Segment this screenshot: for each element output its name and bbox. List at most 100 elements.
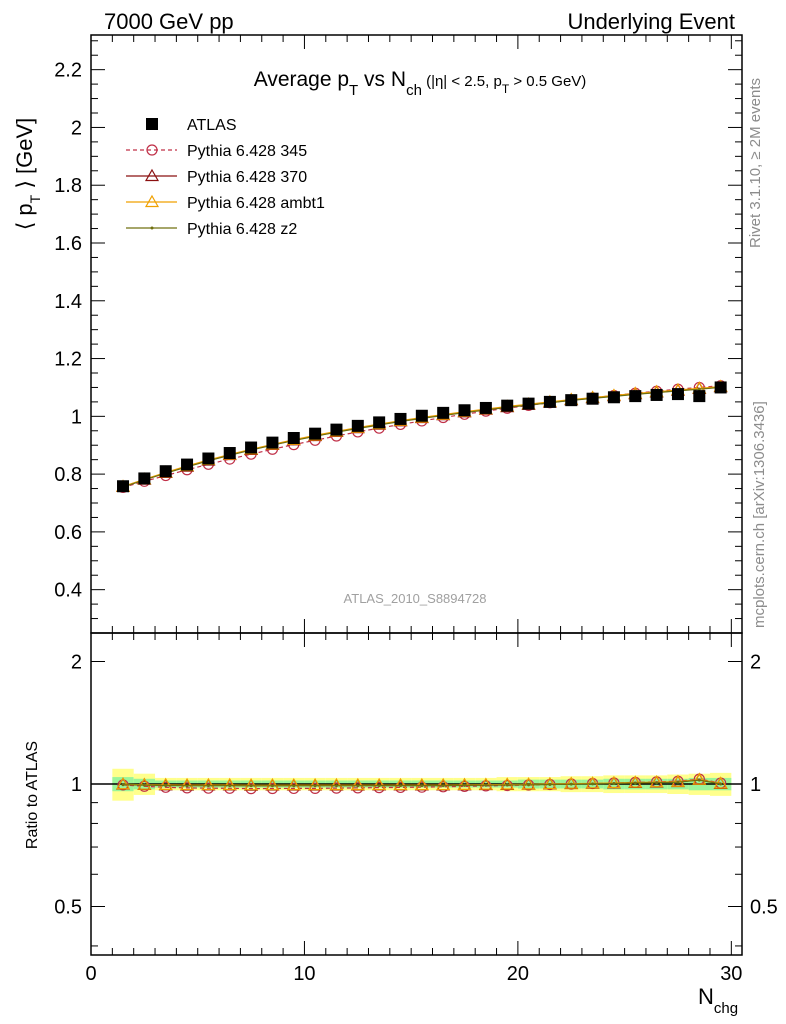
ratio-point-pythia-6-428-ambt1 xyxy=(713,776,728,789)
ratio-point-pythia-6-428-z2 xyxy=(185,784,189,788)
y-tick-label-main: 1.6 xyxy=(54,233,82,255)
x-axis-label: Nchg xyxy=(698,984,738,1017)
ratio-point-pythia-6-428-z2 xyxy=(206,784,210,788)
series-line-pythia-6-428-370 xyxy=(122,386,721,488)
ratio-point-pythia-6-428-ambt1 xyxy=(329,777,344,791)
y-tick-label-main: 0.4 xyxy=(54,580,82,602)
data-point-atlas xyxy=(245,441,258,454)
y-axis-label-ratio: Ratio to ATLAS xyxy=(24,741,41,849)
ratio-point-pythia-6-428-ambt1 xyxy=(457,777,472,790)
legend-marker-pythia-6-428-345 xyxy=(146,144,158,156)
ratio-point-pythia-6-428-z2 xyxy=(676,780,680,784)
ratio-point-pythia-6-428-ambt1 xyxy=(137,777,152,790)
data-point-atlas xyxy=(565,394,578,407)
ratio-point-pythia-6-428-z2 xyxy=(270,784,274,788)
ratio-plot-frame xyxy=(90,632,743,956)
data-point-atlas xyxy=(223,447,236,460)
ratio-point-pythia-6-428-z2 xyxy=(292,784,296,788)
ratio-point-pythia-6-428-ambt1 xyxy=(436,777,451,791)
ratio-point-pythia-6-428-z2 xyxy=(142,783,146,787)
x-tick-label: 30 xyxy=(720,963,742,985)
data-point-pythia-6-428-z2 xyxy=(697,387,701,391)
legend-item-pythia-6-428-345: Pythia 6.428 345 xyxy=(126,143,307,160)
legend-item-pythia-6-428-370: Pythia 6.428 370 xyxy=(126,168,307,186)
ratio-point-pythia-6-428-ambt1 xyxy=(564,776,579,789)
x-tick-label: 0 xyxy=(85,963,96,985)
ratio-point-pythia-6-428-ambt1 xyxy=(649,774,664,788)
ratio-point-pythia-6-428-ambt1 xyxy=(670,774,686,787)
ratio-point-pythia-6-428-z2 xyxy=(420,784,424,788)
legend-item-atlas: ATLAS xyxy=(146,117,237,134)
ratio-point-pythia-6-428-ambt1 xyxy=(521,777,536,790)
data-point-atlas xyxy=(138,472,151,485)
y-tick-label-main: 1.8 xyxy=(54,175,82,197)
ratio-point-pythia-6-428-z2 xyxy=(484,783,488,787)
legend-label-pythia-6-428-ambt1: Pythia 6.428 ambt1 xyxy=(187,195,325,212)
legend-item-pythia-6-428-z2: Pythia 6.428 z2 xyxy=(126,221,297,238)
ratio-point-pythia-6-428-z2 xyxy=(569,782,573,786)
rivet-version-label: Rivet 3.1.10, ≥ 2M events xyxy=(747,78,764,248)
tick-labels: 0 10 20 30 0.4 0.6 0.8 1 1.2 1.4 1.6 1.8 2 2.2 0.5 0.5 1… xyxy=(54,60,778,985)
data-point-atlas xyxy=(287,432,300,444)
ratio-point-pythia-6-428-ambt1 xyxy=(692,772,707,785)
ratio-point-pythia-6-428-ambt1 xyxy=(414,777,429,791)
legend: ATLAS Pythia 6.428 345 Pythia 6.428 370 Pyt… xyxy=(126,117,325,238)
ratio-point-pythia-6-428-z2 xyxy=(228,784,232,788)
x-tick-label: 10 xyxy=(293,963,315,985)
ratio-point-pythia-6-428-z2 xyxy=(548,783,552,787)
y-tick-label-main: 1.4 xyxy=(54,291,82,313)
data-point-atlas xyxy=(586,392,599,405)
chart-title: Average pT vs Nch (|η| < 2.5, pT > 0.5 G… xyxy=(254,68,587,99)
y-tick-label-ratio-left: 1 xyxy=(71,774,82,796)
ratio-point-pythia-6-428-ambt1 xyxy=(265,777,280,791)
data-point-atlas xyxy=(458,404,471,417)
ratio-point-pythia-6-428-z2 xyxy=(164,784,168,788)
ratio-point-pythia-6-428-ambt1 xyxy=(350,777,365,791)
ratio-point-pythia-6-428-z2 xyxy=(591,782,595,786)
ratio-point-pythia-6-428-z2 xyxy=(612,782,616,786)
data-point-atlas xyxy=(373,416,386,429)
data-point-atlas xyxy=(693,390,706,403)
legend-label-pythia-6-428-345: Pythia 6.428 345 xyxy=(187,143,307,160)
ratio-point-pythia-6-428-ambt1 xyxy=(222,777,237,791)
ratio-point-pythia-6-428-ambt1 xyxy=(542,776,557,790)
ratio-point-pythia-6-428-ambt1 xyxy=(201,777,216,791)
data-point-atlas xyxy=(202,452,215,465)
y-tick-label-ratio-left: 2 xyxy=(71,652,82,674)
data-point-atlas xyxy=(714,381,727,394)
ratio-point-pythia-6-428-345 xyxy=(480,780,492,792)
y-tick-label-ratio-right: 1 xyxy=(750,774,761,796)
ratio-series-pythia-6-428-z2 xyxy=(121,778,723,788)
legend-marker-pythia-6-428-ambt1 xyxy=(144,194,160,208)
ratio-point-pythia-6-428-ambt1 xyxy=(628,775,643,788)
data-point-atlas xyxy=(607,391,620,404)
y-tick-label-main: 2.2 xyxy=(54,60,82,82)
legend-item-pythia-6-428-ambt1: Pythia 6.428 ambt1 xyxy=(126,194,325,212)
ratio-point-pythia-6-428-z2 xyxy=(633,781,637,785)
ratio-point-pythia-6-428-ambt1 xyxy=(115,777,131,790)
data-point-atlas xyxy=(415,409,428,422)
ratio-series-layer xyxy=(115,772,728,795)
ratio-point-pythia-6-428-z2 xyxy=(655,781,659,785)
ratio-point-pythia-6-428-z2 xyxy=(377,784,381,788)
y-tick-label-main: 0.6 xyxy=(54,522,82,544)
y-tick-label-ratio-right: 2 xyxy=(750,652,761,674)
data-point-atlas xyxy=(159,465,172,478)
x-tick-label: 20 xyxy=(507,963,529,985)
series-line-pythia-6-428-z2 xyxy=(122,386,721,488)
legend-marker-pythia-6-428-370 xyxy=(144,168,160,182)
header-left: 7000 GeV pp xyxy=(104,9,234,34)
data-point-atlas xyxy=(629,390,642,403)
legend-label-pythia-6-428-z2: Pythia 6.428 z2 xyxy=(187,221,297,238)
data-point-atlas xyxy=(266,436,279,449)
ratio-point-pythia-6-428-z2 xyxy=(719,782,723,786)
ratio-point-pythia-6-428-ambt1 xyxy=(478,777,493,790)
y-tick-label-main: 1 xyxy=(71,406,82,428)
ratio-point-pythia-6-428-ambt1 xyxy=(180,777,195,791)
header-right: Underlying Event xyxy=(567,9,735,34)
data-point-atlas xyxy=(437,406,450,419)
data-point-atlas xyxy=(479,401,492,414)
ratio-point-pythia-6-428-ambt1 xyxy=(393,777,408,791)
mcplots-label: mcplots.cern.ch [arXiv:1306.3436] xyxy=(751,401,768,628)
